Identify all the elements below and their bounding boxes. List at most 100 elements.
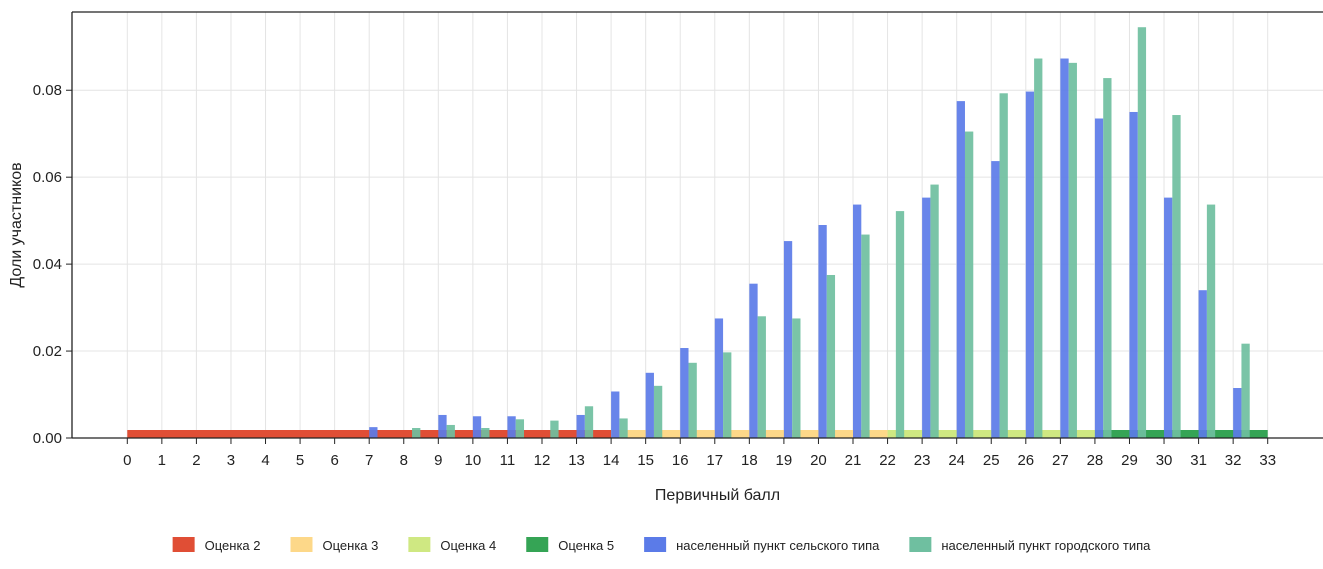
grade-band-5 — [1094, 430, 1268, 438]
bar-urban-31 — [1206, 204, 1216, 438]
bar-rural-13 — [576, 414, 585, 438]
bar-urban-23 — [930, 184, 939, 438]
legend-label-grade-4: Оценка 4 — [440, 538, 496, 553]
bar-rural-7 — [369, 427, 378, 438]
bar-urban-20 — [826, 274, 836, 438]
bar-urban-14 — [619, 418, 628, 438]
legend-swatch-grade-5 — [526, 537, 549, 552]
x-tick-label: 24 — [948, 452, 965, 469]
x-tick-label: 29 — [1121, 452, 1138, 469]
legend-swatch-rural — [644, 537, 667, 552]
x-tick-label: 22 — [879, 452, 896, 469]
x-tick-label: 7 — [365, 452, 373, 469]
bar-rural-19 — [783, 241, 793, 438]
legend[interactable]: Оценка 2 Оценка 3 Оценка 4 Оценка 5 населенн… — [172, 537, 1152, 553]
bar-rural-17 — [714, 318, 724, 438]
legend-label-grade-3: Оценка 3 — [323, 538, 379, 553]
x-tick-label: 6 — [330, 452, 338, 469]
y-tick-label: 0.08 — [33, 82, 62, 99]
bar-rural-29 — [1129, 111, 1138, 439]
bar-rural-26 — [1025, 91, 1035, 438]
y-tick-label: 0.06 — [33, 169, 62, 186]
x-tick-label: 11 — [500, 452, 516, 469]
bar-rural-25 — [991, 161, 1000, 438]
x-tick-label: 9 — [434, 452, 442, 469]
bar-urban-21 — [861, 234, 870, 438]
bar-rural-10 — [472, 416, 482, 438]
bar-rural-18 — [749, 283, 758, 438]
x-tick-label: 30 — [1156, 452, 1173, 469]
bar-urban-28 — [1103, 78, 1112, 438]
bar-rural-23 — [922, 197, 931, 438]
x-tick-label: 21 — [845, 452, 862, 469]
legend-label-grade-2: Оценка 2 — [205, 538, 261, 553]
bar-urban-10 — [481, 428, 490, 438]
x-tick-label: 17 — [706, 452, 723, 469]
legend-swatch-grade-3 — [290, 537, 313, 552]
x-tick-label: 31 — [1190, 452, 1207, 469]
bar-rural-14 — [611, 391, 620, 438]
x-tick-label: 5 — [296, 452, 304, 469]
x-axis-title: Первичный балл — [655, 487, 780, 504]
grade-band-4 — [887, 430, 1095, 438]
bar-urban-19 — [792, 318, 801, 438]
bar-urban-18 — [757, 316, 766, 438]
y-tick-label: 0.04 — [33, 256, 62, 273]
bar-rural-24 — [956, 101, 965, 438]
x-tick-label: 13 — [568, 452, 585, 469]
bar-rural-21 — [853, 204, 862, 438]
y-tick-label: 0.02 — [33, 343, 62, 360]
bar-urban-30 — [1172, 115, 1181, 438]
x-tick-label: 23 — [914, 452, 931, 469]
bar-urban-8 — [412, 428, 421, 438]
bar-rural-9 — [438, 414, 447, 438]
x-tick-label: 33 — [1259, 452, 1276, 469]
bar-rural-27 — [1060, 58, 1069, 439]
legend-label-grade-5: Оценка 5 — [558, 538, 614, 553]
x-tick-label: 2 — [192, 452, 200, 469]
legend-swatch-urban — [909, 537, 932, 552]
legend-swatch-grade-2 — [172, 537, 195, 552]
x-tick-label: 16 — [672, 452, 689, 469]
x-tick-label: 4 — [261, 452, 269, 469]
bar-urban-26 — [1034, 58, 1043, 439]
x-tick-label: 12 — [534, 452, 551, 469]
bar-urban-17 — [723, 352, 732, 438]
x-tick-label: 27 — [1052, 452, 1069, 469]
bar-urban-29 — [1137, 27, 1147, 438]
bar-rural-30 — [1164, 197, 1173, 438]
bar-rural-15 — [645, 372, 654, 438]
x-tick-label: 1 — [158, 452, 166, 469]
x-tick-label: 19 — [776, 452, 793, 469]
x-tick-label: 25 — [983, 452, 1000, 469]
x-tick-label: 28 — [1087, 452, 1104, 469]
bar-urban-16 — [688, 362, 697, 438]
x-tick-label: 18 — [741, 452, 758, 469]
legend-label-urban: населенный пункт городского типа — [941, 538, 1151, 553]
bar-urban-22 — [895, 211, 905, 438]
bars — [369, 27, 1250, 439]
bar-urban-12 — [550, 420, 559, 438]
axes: 0 1 2 3 4 5 6 7 8 9 10 11 12 13 14 15 16 17 18 19 20 21 22 23 24… — [33, 11, 1323, 469]
x-tick-label: 15 — [637, 452, 654, 469]
bar-urban-27 — [1068, 62, 1077, 438]
legend-label-rural: населенный пункт сельского типа — [676, 538, 880, 553]
x-tick-label: 26 — [1017, 452, 1034, 469]
bar-urban-25 — [999, 93, 1008, 439]
bar-urban-9 — [446, 424, 455, 438]
bar-rural-11 — [507, 416, 516, 438]
x-tick-label: 3 — [227, 452, 235, 469]
x-tick-label: 32 — [1225, 452, 1242, 469]
bar-urban-32 — [1241, 343, 1250, 438]
x-tick-label: 20 — [810, 452, 827, 469]
x-tick-label: 0 — [123, 452, 131, 469]
x-tick-label: 8 — [400, 452, 408, 469]
bar-rural-31 — [1198, 290, 1207, 438]
bar-rural-28 — [1094, 118, 1104, 438]
bar-urban-13 — [584, 406, 594, 438]
x-tick-label: 10 — [465, 452, 482, 469]
legend-swatch-grade-4 — [408, 537, 431, 552]
bar-urban-15 — [653, 385, 663, 438]
